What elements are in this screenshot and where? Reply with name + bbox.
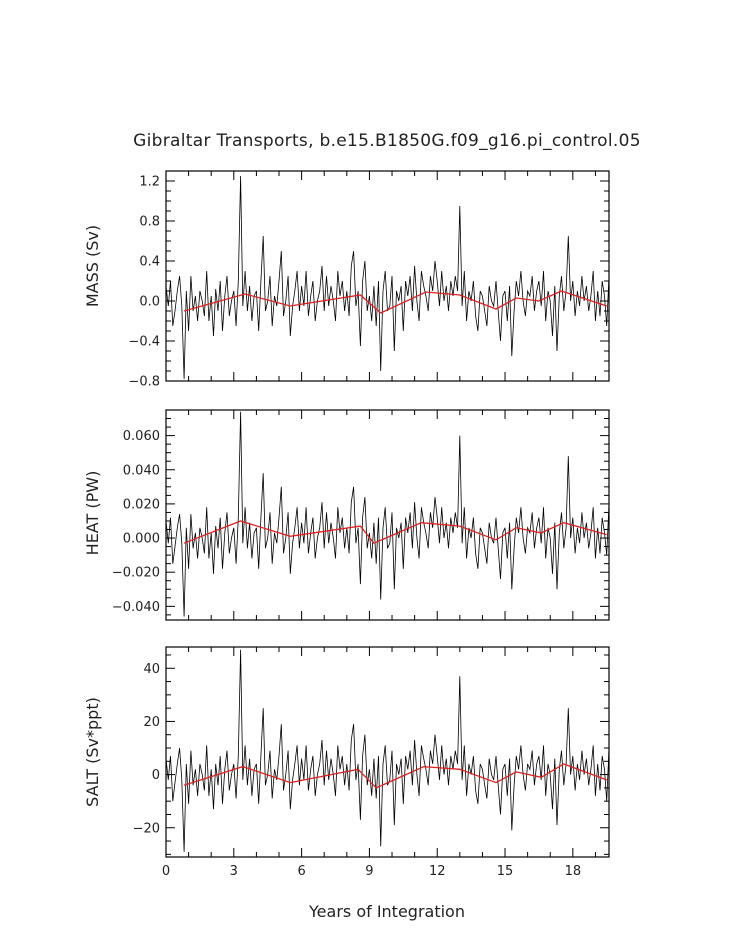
plot-frame-salt <box>165 646 610 858</box>
plot-frame-mass <box>165 170 610 382</box>
y-tick-label-mass: 0.4 <box>139 255 160 270</box>
chart-panels: −0.8 −0.4 0.0 0.4 0.8 1.2 MASS (Sv) −0.040 −0.02… <box>83 170 610 879</box>
y-tick-label-mass: 0.8 <box>139 215 160 230</box>
x-tick-label: 0 <box>162 864 170 879</box>
y-tick-label-heat: 0.040 <box>123 463 160 478</box>
y-axis-label-salt: SALT (Sv*ppt) <box>83 697 102 807</box>
x-tick-label: 18 <box>565 864 582 879</box>
y-tick-label-salt: 40 <box>143 662 160 677</box>
x-tick-label: 3 <box>230 864 238 879</box>
smoothed-series-line-heat <box>183 520 607 544</box>
y-tick-label-heat: −0.020 <box>112 566 160 581</box>
x-tick-label: 15 <box>497 864 514 879</box>
y-tick-label-salt: 20 <box>143 715 160 730</box>
smoothed-series-line-mass <box>183 290 607 314</box>
x-axis-label: Years of Integration <box>308 902 465 921</box>
y-tick-label-mass: −0.4 <box>128 335 160 350</box>
y-tick-label-heat: 0.060 <box>123 429 160 444</box>
y-axis-label-mass: MASS (Sv) <box>83 225 102 307</box>
raw-series-line-salt <box>165 649 610 852</box>
x-tick-label: 6 <box>297 864 305 879</box>
x-tick-label: 12 <box>429 864 446 879</box>
panel-heat: −0.040 −0.020 0.000 0.020 0.040 0.060 HEAT (PW… <box>83 409 610 621</box>
y-tick-label-mass: 1.2 <box>139 175 160 190</box>
y-tick-label-mass: 0.0 <box>139 295 160 310</box>
smoothed-series-line-salt <box>183 763 607 789</box>
y-tick-label-salt: −20 <box>133 821 160 836</box>
x-tick-label: 9 <box>365 864 373 879</box>
y-tick-label-heat: −0.040 <box>112 600 160 615</box>
y-axis-label-heat: HEAT (PW) <box>83 471 102 556</box>
y-tick-label-salt: 0 <box>152 768 160 783</box>
raw-series-line-mass <box>165 175 610 380</box>
y-tick-label-heat: 0.020 <box>123 497 160 512</box>
plot-frame-heat <box>165 409 610 621</box>
y-tick-label-mass: −0.8 <box>128 375 160 390</box>
raw-series-line-heat <box>165 411 610 617</box>
panel-mass: −0.8 −0.4 0.0 0.4 0.8 1.2 MASS (Sv) <box>83 170 610 390</box>
panel-salt: −20 0 20 40 0 3 6 9 12 15 18 SALT (Sv*ppt) <box>83 646 610 879</box>
y-tick-label-heat: 0.000 <box>123 532 160 547</box>
chart-title: Gibraltar Transports, b.e15.B1850G.f09_g… <box>133 131 641 151</box>
